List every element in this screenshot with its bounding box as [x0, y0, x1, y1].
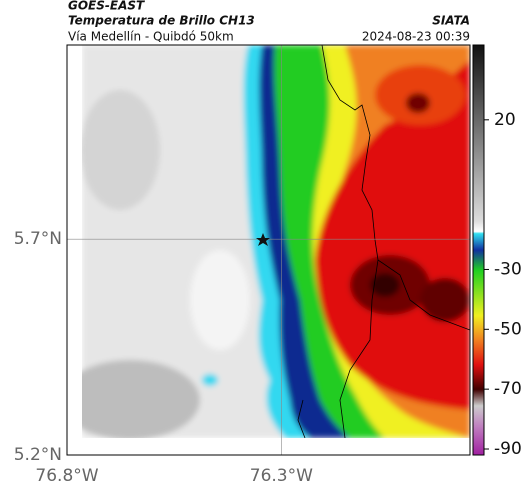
map-frame: [66, 44, 471, 456]
colorbar-tick-label: -70: [494, 379, 522, 399]
brand: SIATA: [432, 14, 470, 28]
source: GOES-EAST: [68, 0, 145, 13]
title: Temperatura de Brillo CH13: [68, 14, 255, 28]
timestamp: 2024-08-23 00:39: [362, 30, 470, 44]
location-star: [256, 233, 270, 246]
colorbar-tick-label: -30: [494, 259, 522, 279]
colorbar-tick-label: -90: [494, 439, 522, 459]
colorbar-tick-label: -50: [494, 319, 522, 339]
x-tick-label: 76.3°W: [250, 466, 313, 486]
satellite-image: [82, 45, 470, 438]
subtitle: Vía Medellín - Quibdó 50km: [68, 30, 234, 44]
x-tick-label: 76.8°W: [35, 466, 98, 486]
y-tick-label: 5.7°N: [14, 229, 62, 249]
colorbar-tick-label: 20: [494, 110, 516, 130]
colorbar: [472, 44, 485, 456]
y-tick-label: 5.2°N: [14, 445, 62, 465]
